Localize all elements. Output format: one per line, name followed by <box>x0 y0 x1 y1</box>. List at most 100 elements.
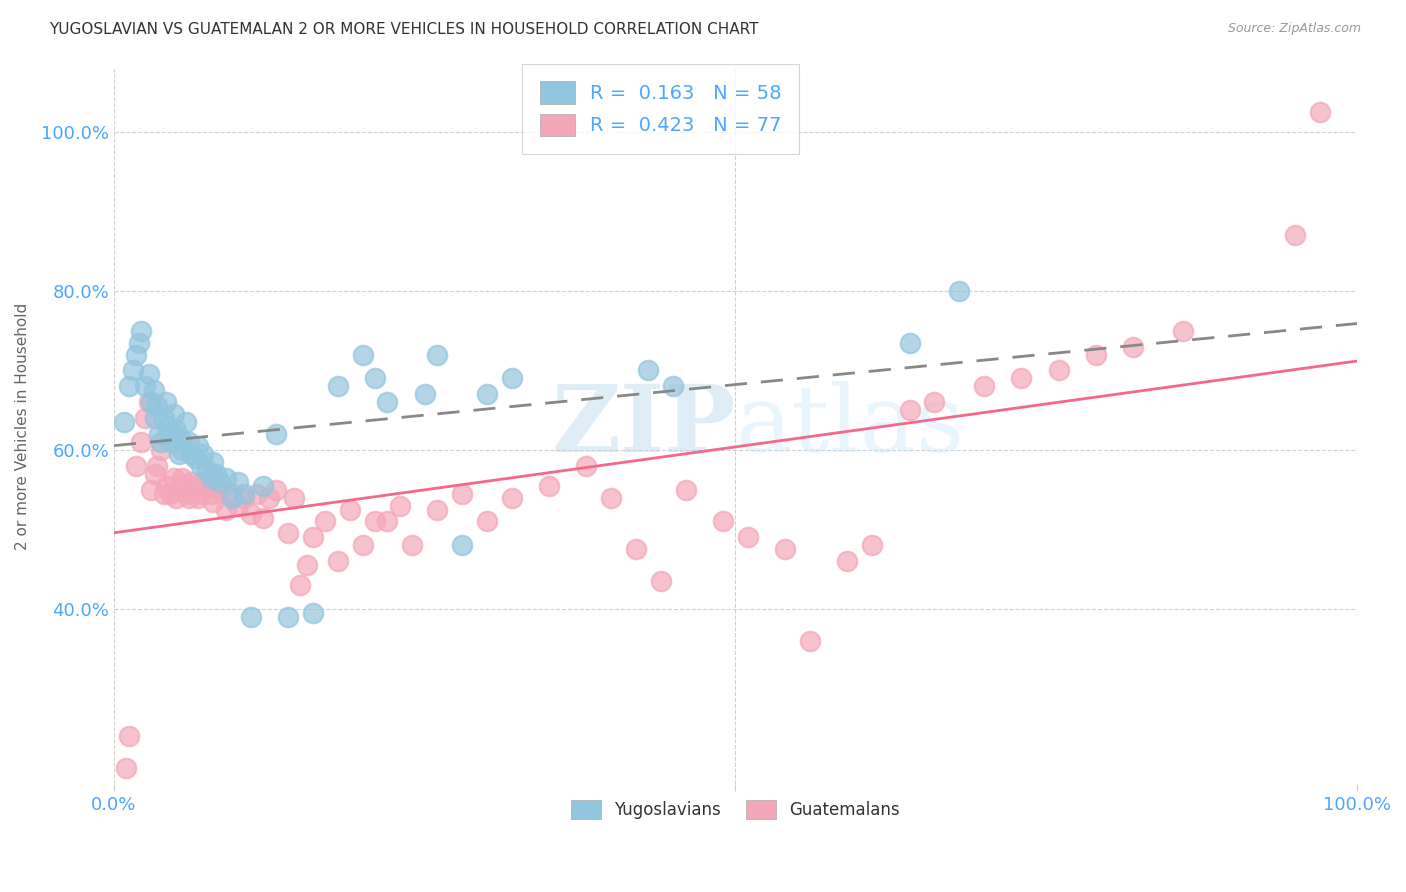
Point <box>501 371 523 385</box>
Point <box>314 515 336 529</box>
Point <box>143 411 166 425</box>
Point <box>295 558 318 573</box>
Point <box>1010 371 1032 385</box>
Point <box>150 435 173 450</box>
Point <box>138 368 160 382</box>
Point <box>143 467 166 481</box>
Point <box>924 395 946 409</box>
Point <box>169 479 191 493</box>
Point <box>233 491 256 505</box>
Point <box>177 435 200 450</box>
Point <box>159 427 181 442</box>
Point <box>364 515 387 529</box>
Point <box>277 526 299 541</box>
Point <box>195 479 218 493</box>
Point <box>239 507 262 521</box>
Point <box>190 458 212 473</box>
Point <box>142 384 165 398</box>
Point <box>193 447 215 461</box>
Text: YUGOSLAVIAN VS GUATEMALAN 2 OR MORE VEHICLES IN HOUSEHOLD CORRELATION CHART: YUGOSLAVIAN VS GUATEMALAN 2 OR MORE VEHI… <box>49 22 759 37</box>
Point <box>184 479 207 493</box>
Point <box>146 458 169 473</box>
Point <box>205 467 228 481</box>
Point <box>138 395 160 409</box>
Point <box>898 403 921 417</box>
Point <box>162 407 184 421</box>
Point <box>1122 340 1144 354</box>
Point <box>1284 228 1306 243</box>
Point <box>187 439 209 453</box>
Point <box>737 530 759 544</box>
Point <box>200 486 222 500</box>
Point <box>152 411 174 425</box>
Point <box>162 471 184 485</box>
Point <box>160 435 183 450</box>
Point <box>475 515 498 529</box>
Point <box>118 379 141 393</box>
Point <box>148 427 170 442</box>
Text: Source: ZipAtlas.com: Source: ZipAtlas.com <box>1227 22 1361 36</box>
Point <box>537 479 560 493</box>
Point <box>226 499 249 513</box>
Point <box>180 475 202 489</box>
Point <box>662 379 685 393</box>
Point <box>364 371 387 385</box>
Point <box>146 399 169 413</box>
Point <box>252 510 274 524</box>
Point <box>246 486 269 500</box>
Point <box>112 415 135 429</box>
Point <box>326 554 349 568</box>
Text: ZIP: ZIP <box>551 381 735 471</box>
Point <box>711 515 734 529</box>
Point <box>174 486 197 500</box>
Point <box>377 515 399 529</box>
Point <box>302 606 325 620</box>
Point <box>799 633 821 648</box>
Point <box>131 435 153 450</box>
Point <box>169 431 191 445</box>
Point <box>190 486 212 500</box>
Point <box>174 415 197 429</box>
Point <box>283 491 305 505</box>
Point <box>837 554 859 568</box>
Point <box>121 363 143 377</box>
Point <box>180 447 202 461</box>
Legend: Yugoslavians, Guatemalans: Yugoslavians, Guatemalans <box>564 793 907 825</box>
Point <box>152 486 174 500</box>
Point <box>215 502 238 516</box>
Point <box>221 486 243 500</box>
Point <box>259 491 281 505</box>
Point <box>413 387 436 401</box>
Point <box>264 427 287 442</box>
Point <box>451 486 474 500</box>
Point <box>208 483 231 497</box>
Point <box>600 491 623 505</box>
Point <box>575 458 598 473</box>
Point <box>141 483 163 497</box>
Point <box>165 491 187 505</box>
Point <box>377 395 399 409</box>
Point <box>172 442 194 457</box>
Point <box>159 486 181 500</box>
Point <box>352 348 374 362</box>
Point <box>202 494 225 508</box>
Text: atlas: atlas <box>735 381 965 471</box>
Point <box>948 284 970 298</box>
Point <box>215 471 238 485</box>
Point <box>141 395 163 409</box>
Point <box>1047 363 1070 377</box>
Point <box>675 483 697 497</box>
Point <box>290 578 312 592</box>
Point <box>167 447 190 461</box>
Point <box>860 538 883 552</box>
Point <box>187 491 209 505</box>
Point <box>177 491 200 505</box>
Point <box>252 479 274 493</box>
Point <box>898 335 921 350</box>
Point <box>125 348 148 362</box>
Point <box>205 479 228 493</box>
Point <box>233 486 256 500</box>
Point <box>155 479 177 493</box>
Point <box>352 538 374 552</box>
Point <box>125 458 148 473</box>
